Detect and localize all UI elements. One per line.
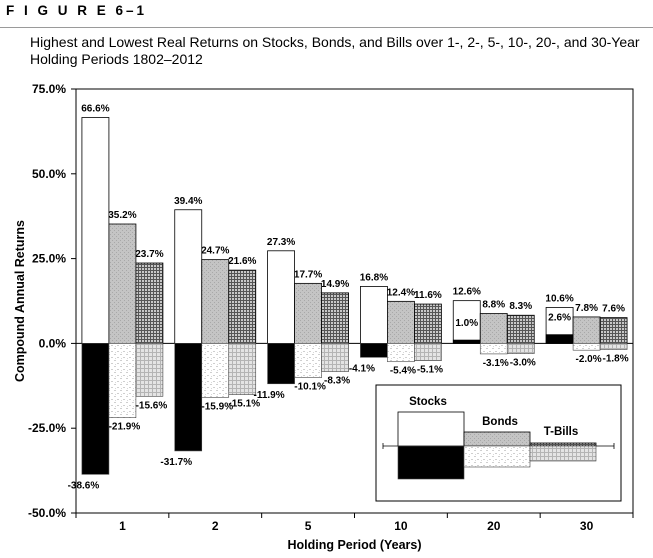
data-label-bonds-high: 24.7%: [201, 246, 229, 257]
bar-bonds-low: [387, 343, 415, 363]
data-label-bonds-high: 8.8%: [482, 300, 505, 311]
bar-tbills-low: [321, 343, 349, 372]
bar-stocks-low: [267, 343, 295, 385]
data-label-stocks-high: 27.3%: [267, 237, 295, 248]
legend-swatch-bonds-high: [463, 431, 531, 447]
data-label-stocks-high: 10.6%: [545, 293, 573, 304]
bar-tbills-high: [506, 314, 535, 344]
header-rule: [0, 27, 653, 28]
bar-stocks-low: [81, 343, 110, 475]
x-tick-label: 2: [212, 519, 219, 533]
legend-label-bonds: Bonds: [482, 416, 518, 428]
figure-title: Highest and Lowest Real Returns on Stock…: [30, 34, 645, 68]
bar-stocks-low: [174, 343, 203, 452]
data-label-tbills-high: 21.6%: [228, 256, 256, 267]
figure-label: F I G U R E 6–1: [6, 3, 148, 18]
data-label-tbills-low: -15.6%: [136, 400, 168, 411]
data-label-tbills-high: 23.7%: [135, 249, 163, 260]
bar-bonds-low: [572, 343, 601, 351]
data-label-tbills-high: 11.6%: [414, 290, 442, 301]
bar-bonds-low: [294, 343, 322, 378]
y-tick-label: 50.0%: [32, 167, 66, 181]
data-label-bonds-low: -3.1%: [483, 358, 509, 369]
data-label-bonds-high: 35.2%: [108, 210, 136, 221]
data-label-stocks-high: 12.6%: [453, 287, 481, 298]
bar-tbills-low: [506, 343, 535, 354]
legend-label-stocks: Stocks: [409, 396, 447, 408]
bar-bonds-high: [294, 282, 322, 344]
bar-stocks-high: [81, 117, 110, 344]
legend-swatch-tbills-high: [529, 442, 597, 447]
data-label-stocks-low: -38.6%: [68, 480, 100, 491]
bar-stocks-high: [174, 209, 203, 344]
legend-swatch-stocks-low: [397, 445, 465, 480]
bar-tbills-high: [599, 317, 628, 344]
data-label-stocks-high: 39.4%: [174, 196, 202, 207]
data-label-tbills-low: -1.8%: [603, 354, 629, 365]
data-label-stocks-low: -31.7%: [160, 457, 192, 468]
bar-tbills-low: [599, 343, 628, 350]
x-axis-title: Holding Period (Years): [287, 538, 421, 552]
data-label-bonds-high: 17.7%: [294, 269, 322, 280]
x-tick-label: 30: [580, 519, 594, 533]
data-label-bonds-low: -21.9%: [109, 422, 141, 433]
legend-label-tbills: T-Bills: [544, 426, 579, 438]
data-label-tbills-high: 8.3%: [509, 301, 532, 312]
x-tick-label: 10: [394, 519, 408, 533]
y-tick-label: -25.0%: [28, 421, 66, 435]
data-label-stocks-low: 1.0%: [455, 318, 478, 329]
bar-tbills-high: [228, 269, 257, 344]
bar-tbills-high: [135, 262, 164, 344]
data-label-bonds-low: -15.9%: [201, 401, 233, 412]
data-label-bonds-high: 12.4%: [387, 287, 415, 298]
data-label-tbills-low: -5.1%: [417, 365, 443, 376]
y-axis-title: Compound Annual Returns: [13, 220, 27, 382]
x-tick-label: 5: [305, 519, 312, 533]
bar-tbills-low: [414, 343, 442, 361]
bar-bonds-high: [201, 259, 230, 344]
bar-tbills-low: [228, 343, 257, 395]
data-label-tbills-low: -3.0%: [510, 358, 536, 369]
figure-title-line-1: Highest and Lowest Real Returns on Stock…: [30, 34, 640, 50]
legend-swatch-stocks-high: [397, 411, 465, 447]
data-label-stocks-high: 66.6%: [81, 103, 109, 114]
bar-stocks-high: [267, 250, 295, 344]
y-tick-label: -50.0%: [28, 506, 66, 520]
legend-swatch-tbills-low: [529, 445, 597, 462]
data-label-stocks-low: 2.6%: [548, 313, 571, 324]
data-label-tbills-high: 14.9%: [321, 279, 349, 290]
y-tick-label: 25.0%: [32, 252, 66, 266]
bar-bonds-low: [479, 343, 508, 355]
y-tick-label: 0.0%: [39, 336, 67, 350]
data-label-stocks-low: -4.1%: [349, 363, 375, 374]
bar-bonds-low: [201, 343, 230, 398]
data-label-bonds-low: -5.4%: [390, 366, 416, 377]
bar-bonds-high: [108, 223, 137, 344]
data-label-bonds-low: -10.1%: [294, 382, 326, 393]
bar-stocks-low: [545, 334, 574, 344]
legend-swatch-bonds-low: [463, 445, 531, 468]
data-label-tbills-low: -8.3%: [324, 376, 350, 387]
data-label-tbills-high: 7.6%: [602, 304, 625, 315]
bar-stocks-low: [360, 343, 388, 358]
x-tick-label: 1: [119, 519, 126, 533]
bar-tbills-high: [321, 292, 349, 344]
data-label-bonds-high: 7.8%: [575, 303, 598, 314]
bar-bonds-high: [572, 316, 601, 344]
data-label-stocks-low: -11.9%: [254, 390, 285, 401]
bar-bonds-high: [387, 300, 415, 344]
figure-title-line-2: Holding Periods 1802–2012: [30, 51, 203, 67]
data-label-bonds-low: -2.0%: [576, 354, 602, 365]
bar-stocks-high: [360, 286, 388, 344]
bar-tbills-high: [414, 303, 442, 344]
data-label-stocks-high: 16.8%: [360, 272, 388, 283]
bar-tbills-low: [135, 343, 164, 397]
y-tick-label: 75.0%: [32, 82, 66, 96]
x-tick-label: 20: [487, 519, 501, 533]
bar-bonds-low: [108, 343, 137, 418]
bar-bonds-high: [479, 313, 508, 344]
bar-stocks-low: [452, 339, 481, 344]
data-label-tbills-low: -15.1%: [228, 399, 260, 410]
